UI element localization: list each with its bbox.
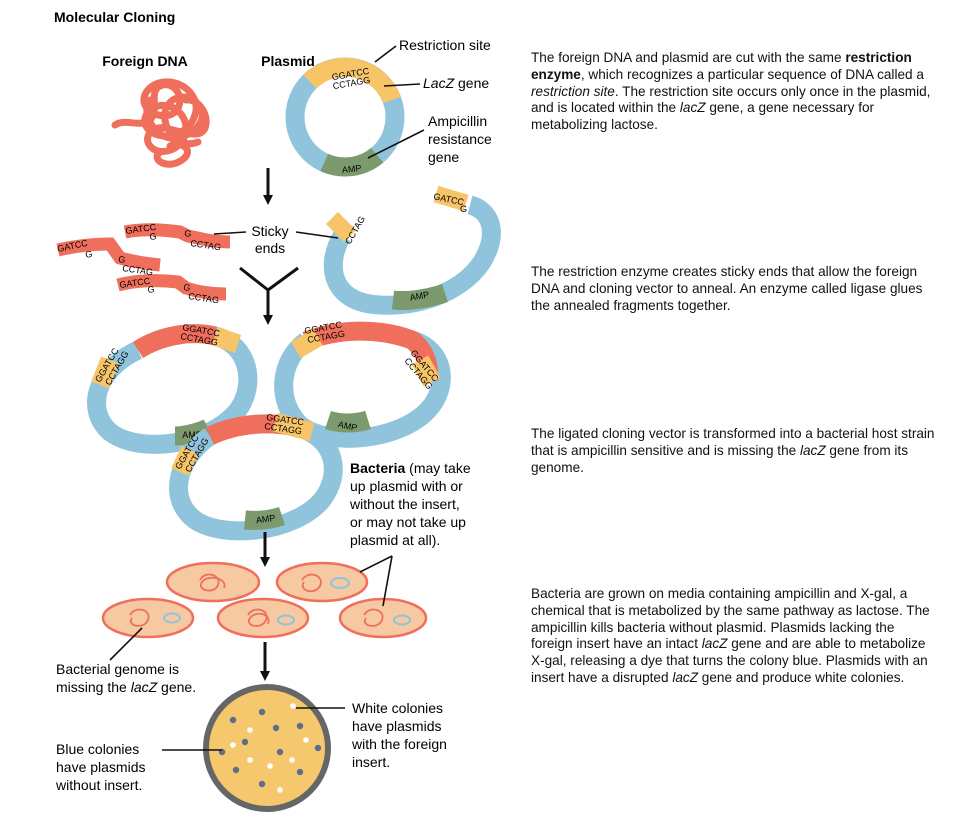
blue-colonies-label-1: Blue colonies <box>56 741 139 757</box>
sticky-label-1: Sticky <box>251 223 288 239</box>
recombinant-plasmid-bottom: AMP GGATCC CCTAGG GGATCC CCTAGG <box>169 412 343 541</box>
frag-b-g: G <box>149 231 157 242</box>
plasmid-lacz-segment <box>303 57 401 104</box>
recombinant-plasmid-left: AMP GGATCC CCTAGG GGATCC CCTAGG <box>87 322 258 454</box>
opened-plasmid: AMP CCTAG GATCC G <box>323 185 501 315</box>
opened-g: G <box>460 204 467 214</box>
bacterium-1 <box>165 561 261 603</box>
sticky-label-2: ends <box>255 240 285 256</box>
plasmid-label: Plasmid <box>261 53 315 69</box>
bacteria-label-1: Bacteria (may take <box>350 460 471 476</box>
white-colonies-label-2: have plasmids <box>352 718 442 734</box>
frag-b-cctag: CCTAG <box>190 238 222 252</box>
petri-dish <box>203 684 331 812</box>
bacteria-label-5: plasmid at all). <box>350 532 440 548</box>
frag-b-gatcc: GATCC <box>125 222 157 236</box>
genome-label-1: Bacterial genome is <box>56 661 179 677</box>
recombinant-plasmid-right: AMP GGATCC CCTAGG GGATCC CCTAGG <box>274 319 451 448</box>
frag-a-g2: G <box>118 254 126 265</box>
sticky-callouts <box>213 231 339 239</box>
blue-colonies-label-3: without insert. <box>55 777 142 793</box>
bacteria-label-4: or may not take up <box>350 514 466 530</box>
plasmid-amp-segment <box>320 147 384 177</box>
bacterium-5 <box>338 597 428 639</box>
plasmid: GGATCC CCTAGG AMP <box>285 57 405 177</box>
arrow-merge <box>239 266 299 325</box>
bacterium-4 <box>216 597 310 639</box>
diagram-title: Molecular Cloning <box>54 9 175 25</box>
bacteria-cells <box>101 561 428 639</box>
left-amp-label: AMP <box>182 430 202 440</box>
bottom-amp-label: AMP <box>255 513 276 526</box>
blue-colonies <box>218 708 322 788</box>
right-amp-label: AMP <box>337 419 358 433</box>
genome-label-2: missing the lacZ gene. <box>56 679 196 695</box>
bacterium-3 <box>101 597 195 639</box>
frag-c-g2: G <box>183 282 191 293</box>
plasmid-amp-label: AMP <box>341 163 361 175</box>
bacteria-label-2: up plasmid with or <box>350 478 463 494</box>
white-colonies-label-1: White colonies <box>352 700 443 716</box>
bacteria-label-3: without the insert, <box>349 496 460 512</box>
frag-c-gatcc: GATCC <box>119 276 151 290</box>
plasmid-callouts <box>367 45 425 159</box>
restriction-site-label: Restriction site <box>399 37 491 53</box>
blue-colonies-label-2: have plasmids <box>56 759 146 775</box>
frag-a-g: G <box>84 249 93 260</box>
bacterium-2 <box>275 561 369 603</box>
bacteria-callouts <box>109 555 393 661</box>
description-step-4: Bacteria are grown on media containing a… <box>531 586 930 685</box>
frag-c-cctag: CCTAG <box>188 291 220 305</box>
lacz-gene-label: LacZ gene <box>423 75 489 91</box>
dna-fragments <box>56 223 231 301</box>
ampicillin-label-2: resistance <box>428 131 492 147</box>
opened-amp-label: AMP <box>409 289 430 302</box>
foreign-dna-tangle <box>111 78 210 168</box>
frag-a-cctag: CCTAG <box>122 263 154 277</box>
description-step-3: The ligated cloning vector is transforme… <box>531 426 935 475</box>
foreign-dna-label: Foreign DNA <box>102 53 188 69</box>
white-colonies <box>230 703 309 793</box>
description-step-1: The foreign DNA and plasmid are cut with… <box>531 50 931 133</box>
white-colonies-label-3: with the foreign <box>351 736 447 752</box>
ampicillin-label-3: gene <box>428 149 459 165</box>
description-step-2: The restriction enzyme creates sticky en… <box>531 264 923 313</box>
frag-c-g: G <box>147 284 155 295</box>
dish-callouts <box>162 707 345 751</box>
white-colonies-label-4: insert. <box>352 754 390 770</box>
ampicillin-label-1: Ampicillin <box>428 113 487 129</box>
frag-b-g2: G <box>184 228 192 239</box>
